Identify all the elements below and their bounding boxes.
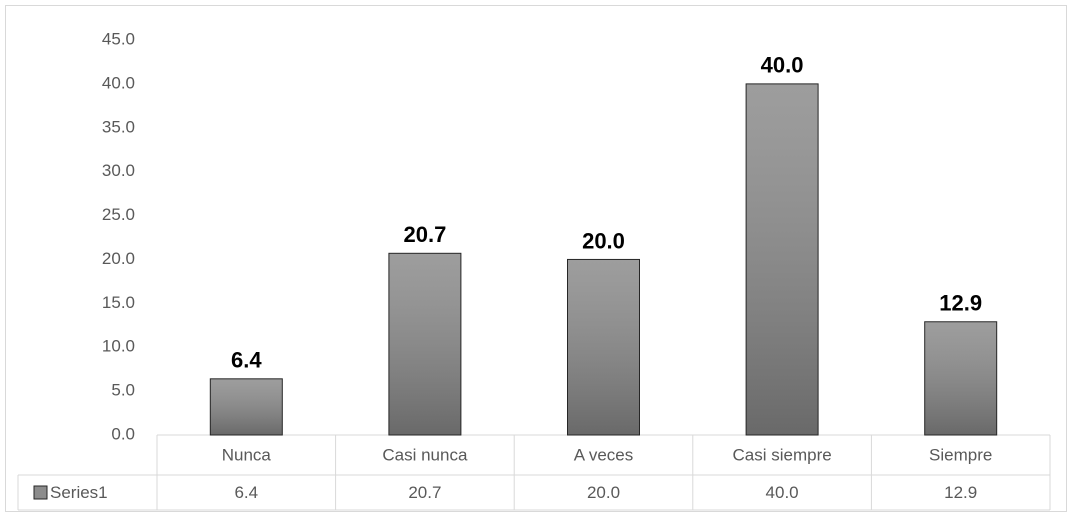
x-tick-label: Siempre — [929, 445, 992, 464]
table-value: 12.9 — [944, 483, 977, 502]
x-tick-label: A veces — [574, 445, 634, 464]
table-value: 20.0 — [587, 483, 620, 502]
y-tick-label: 0.0 — [111, 424, 135, 443]
x-tick-label: Casi siempre — [732, 445, 831, 464]
y-tick-label: 25.0 — [102, 205, 135, 224]
table-value: 40.0 — [766, 483, 799, 502]
y-tick-label: 20.0 — [102, 249, 135, 268]
y-tick-label: 15.0 — [102, 293, 135, 312]
y-tick-label: 30.0 — [102, 161, 135, 180]
y-tick-label: 40.0 — [102, 73, 135, 92]
table-value: 6.4 — [234, 483, 258, 502]
bar-shade — [745, 83, 819, 436]
table-value: 20.7 — [408, 483, 441, 502]
x-tick-label: Casi nunca — [382, 445, 468, 464]
legend-label: Series1 — [50, 483, 108, 502]
data-label: 20.0 — [582, 228, 625, 253]
y-tick-label: 35.0 — [102, 117, 135, 136]
y-tick-label: 5.0 — [111, 381, 135, 400]
chart-frame — [5, 5, 1067, 512]
bar-shade — [209, 378, 283, 436]
data-label: 6.4 — [231, 348, 262, 373]
data-label: 40.0 — [761, 53, 804, 78]
legend-swatch — [33, 485, 48, 500]
data-label: 12.9 — [939, 291, 982, 316]
bar-shade — [567, 258, 640, 436]
x-tick-label: Nunca — [222, 445, 272, 464]
bar-shade — [388, 252, 462, 436]
data-label: 20.7 — [403, 222, 446, 247]
y-tick-label: 10.0 — [102, 337, 135, 356]
y-tick-label: 45.0 — [102, 29, 135, 48]
bar-shade — [924, 321, 998, 436]
